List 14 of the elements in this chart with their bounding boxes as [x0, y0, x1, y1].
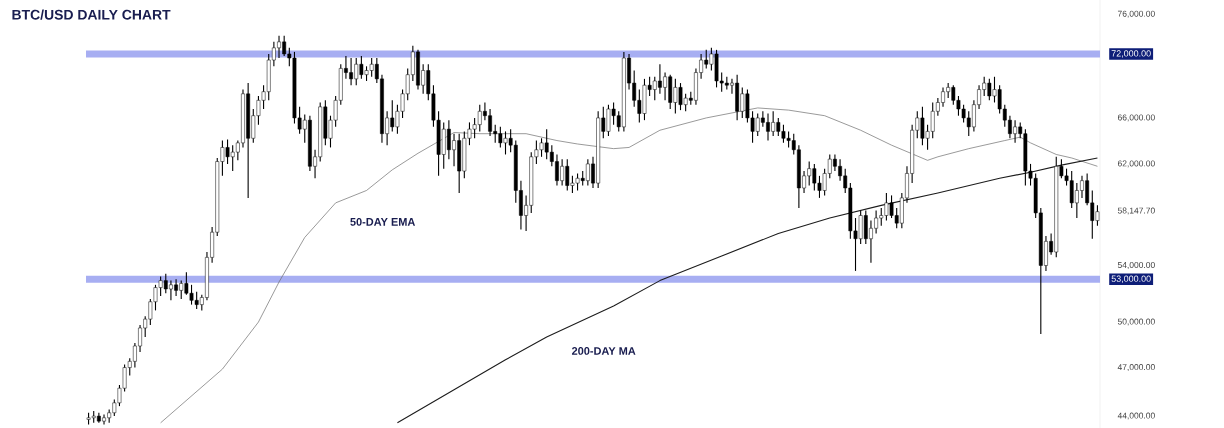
text: BTC/USD DAILY CHART [12, 9, 171, 20]
series-label: 200-DAY MA [571, 347, 636, 355]
y-tick-label: 76,000.00 [1117, 10, 1155, 18]
y-tick-label: 66,000.00 [1117, 114, 1155, 122]
series-label: 50-DAY EMA [350, 218, 416, 226]
y-tick-label: 44,000.00 [1117, 412, 1155, 420]
ref-line-label: 53,000.00 [1111, 275, 1151, 283]
y-tick-label: 47,000.00 [1117, 364, 1155, 372]
y-tick-label: 54,000.00 [1117, 262, 1155, 269]
line-series [160, 107, 1098, 424]
y-tick-label: 58,147.70 [1117, 207, 1155, 215]
y-tick-label: 50,000.00 [1117, 318, 1155, 326]
ref-line-label: 72,000.00 [1111, 50, 1151, 58]
y-tick-label: 62,000.00 [1117, 160, 1155, 168]
